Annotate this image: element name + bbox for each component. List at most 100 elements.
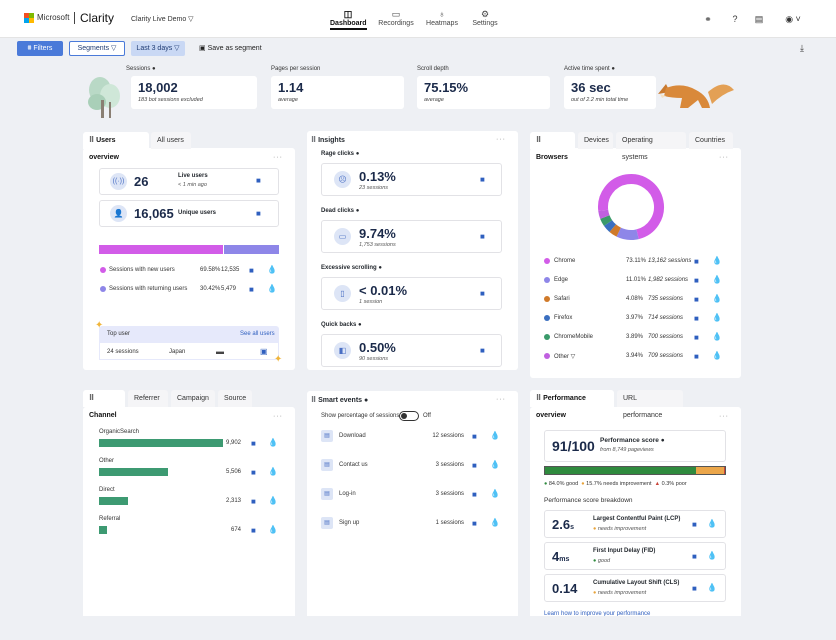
scroll-label: Scroll depth	[417, 66, 449, 72]
save-segment-button[interactable]: ▣ Save as segment	[199, 45, 262, 52]
recordings-icon: ▭	[391, 9, 401, 19]
recordings-icon[interactable]: ■	[251, 439, 256, 448]
help-icon[interactable]: ?	[732, 14, 738, 24]
more-options-icon[interactable]: ···	[273, 154, 283, 161]
tab-all-users[interactable]: All users	[151, 132, 191, 149]
smart-event-name[interactable]: Contact us	[339, 462, 368, 468]
recordings-icon[interactable]: ■	[472, 461, 477, 470]
tab-countries[interactable]: Countries	[689, 132, 733, 149]
tab-operating-systems[interactable]: Operating systems	[616, 132, 686, 161]
recordings-icon[interactable]: ■	[694, 333, 699, 342]
tab-referrer[interactable]: Referrer	[128, 390, 168, 407]
percentage-toggle[interactable]	[399, 411, 419, 421]
heatmap-drop-icon[interactable]: 💧	[707, 551, 717, 560]
nav-heatmaps[interactable]: ♁ Heatmaps	[424, 9, 460, 27]
tab-campaign[interactable]: Campaign	[171, 390, 215, 407]
heatmap-drop-icon[interactable]: 💧	[707, 519, 717, 528]
dead-clicks-box[interactable]	[321, 220, 502, 253]
more-options-icon[interactable]: ···	[273, 413, 283, 420]
download-icon[interactable]: ⤓	[800, 43, 804, 53]
heatmap-drop-icon[interactable]: 💧	[267, 265, 277, 274]
more-options-icon[interactable]: ···	[719, 413, 729, 420]
heatmap-drop-icon[interactable]: 💧	[712, 256, 722, 265]
recordings-icon[interactable]: ■	[472, 519, 477, 528]
tab-source[interactable]: Source	[218, 390, 252, 407]
recordings-icon[interactable]: ■	[251, 497, 256, 506]
segments-button[interactable]: Segments ▽	[69, 41, 125, 56]
quick-backs-box[interactable]	[321, 334, 502, 367]
dead-clicks-value: 9.74%	[359, 226, 396, 241]
performance-metric-box	[544, 510, 726, 538]
document-icon[interactable]: ▤	[754, 14, 764, 24]
heatmap-drop-icon[interactable]: 💧	[490, 431, 500, 440]
heatmap-drop-icon[interactable]: 💧	[267, 284, 277, 293]
recordings-icon[interactable]: ■	[694, 257, 699, 266]
more-options-icon[interactable]: ···	[496, 396, 506, 403]
tab-devices[interactable]: Devices	[578, 132, 613, 149]
rage-clicks-box[interactable]	[321, 163, 502, 196]
heatmap-drop-icon[interactable]: 💧	[490, 460, 500, 469]
date-range-button[interactable]: Last 3 days ▽	[131, 41, 185, 56]
heatmap-drop-icon[interactable]: 💧	[707, 583, 717, 592]
share-icon[interactable]: ⚭	[704, 14, 712, 24]
recordings-icon[interactable]: ■	[249, 285, 254, 294]
live-recordings-icon[interactable]: ■	[256, 176, 261, 185]
smart-event-name[interactable]: Sign up	[339, 520, 360, 526]
heatmap-drop-icon[interactable]: 💧	[490, 518, 500, 527]
heatmap-drop-icon[interactable]: 💧	[712, 275, 722, 284]
heatmap-drop-icon[interactable]: 💧	[712, 332, 722, 341]
dead-recordings-icon[interactable]: ■	[480, 232, 485, 241]
recordings-icon[interactable]: ■	[249, 266, 254, 275]
heatmap-drop-icon[interactable]: 💧	[268, 467, 278, 476]
nav-settings[interactable]: ⚙ Settings	[469, 9, 501, 27]
recordings-icon[interactable]: ■	[472, 490, 477, 499]
browser-name: ChromeMobile	[554, 334, 594, 340]
recordings-icon[interactable]: ■	[694, 276, 699, 285]
learn-more-link[interactable]: Learn how to improve your performance	[544, 611, 651, 617]
recordings-icon[interactable]: ■	[251, 468, 256, 477]
nav-dashboard[interactable]: ◫ Dashboard	[330, 9, 367, 30]
scroll-recordings-icon[interactable]: ■	[480, 289, 485, 298]
excessive-scrolling-box[interactable]	[321, 277, 502, 310]
smart-event-name[interactable]: Download	[339, 433, 366, 439]
recordings-icon[interactable]: ■	[692, 552, 697, 561]
account-icon[interactable]: ◉ ˅	[785, 14, 801, 24]
heatmap-drop-icon[interactable]: 💧	[712, 294, 722, 303]
rage-recordings-icon[interactable]: ■	[480, 175, 485, 184]
project-selector[interactable]: Clarity Live Demo ▽	[131, 16, 194, 23]
recordings-icon[interactable]: ■	[694, 295, 699, 304]
tab-browsers[interactable]: ⠿ Browsers	[530, 132, 575, 161]
browser-name: Edge	[554, 277, 569, 283]
browser-pct: 3.97%	[626, 315, 644, 321]
recordings-icon[interactable]: ■	[692, 584, 697, 593]
heatmap-drop-icon[interactable]: 💧	[712, 351, 722, 360]
smart-event-name[interactable]: Log-in	[339, 491, 356, 497]
returning-users-dot	[100, 286, 106, 292]
heatmap-drop-icon[interactable]: 💧	[268, 496, 278, 505]
recordings-icon[interactable]: ■	[472, 432, 477, 441]
tab-url-performance[interactable]: URL performance	[617, 390, 683, 419]
more-options-icon[interactable]: ···	[496, 136, 506, 143]
see-all-users-link[interactable]: See all users	[240, 331, 275, 337]
heatmap-drop-icon[interactable]: 💧	[268, 525, 278, 534]
quick-back-recordings-icon[interactable]: ■	[480, 346, 485, 355]
drag-handle-icon: ⠿	[536, 137, 542, 144]
tab-users-overview[interactable]: ⠿ Users overview	[83, 132, 149, 161]
nav-recordings[interactable]: ▭ Recordings	[378, 9, 414, 27]
recordings-icon[interactable]: ■	[692, 520, 697, 529]
recordings-icon[interactable]: ■	[251, 526, 256, 535]
heatmap-drop-icon[interactable]: 💧	[268, 438, 278, 447]
metric-status: ● needs improvement	[593, 526, 647, 532]
heatmap-drop-icon[interactable]: 💧	[712, 313, 722, 322]
recordings-icon[interactable]: ■	[694, 314, 699, 323]
top-user-recording-icon[interactable]: ▣	[260, 347, 268, 356]
tab-channel[interactable]: ⠿ Channel	[83, 390, 125, 419]
good-dot-icon: ●	[544, 481, 548, 487]
heatmap-drop-icon[interactable]: 💧	[490, 489, 500, 498]
browser-sessions: 735 sessions	[648, 296, 684, 302]
filters-button[interactable]: ⩩ Filters	[17, 41, 63, 56]
more-options-icon[interactable]: ···	[719, 154, 729, 161]
unique-recordings-icon[interactable]: ■	[256, 209, 261, 218]
recordings-icon[interactable]: ■	[694, 352, 699, 361]
tab-performance-overview[interactable]: ⠿ Performance overview	[530, 390, 614, 419]
